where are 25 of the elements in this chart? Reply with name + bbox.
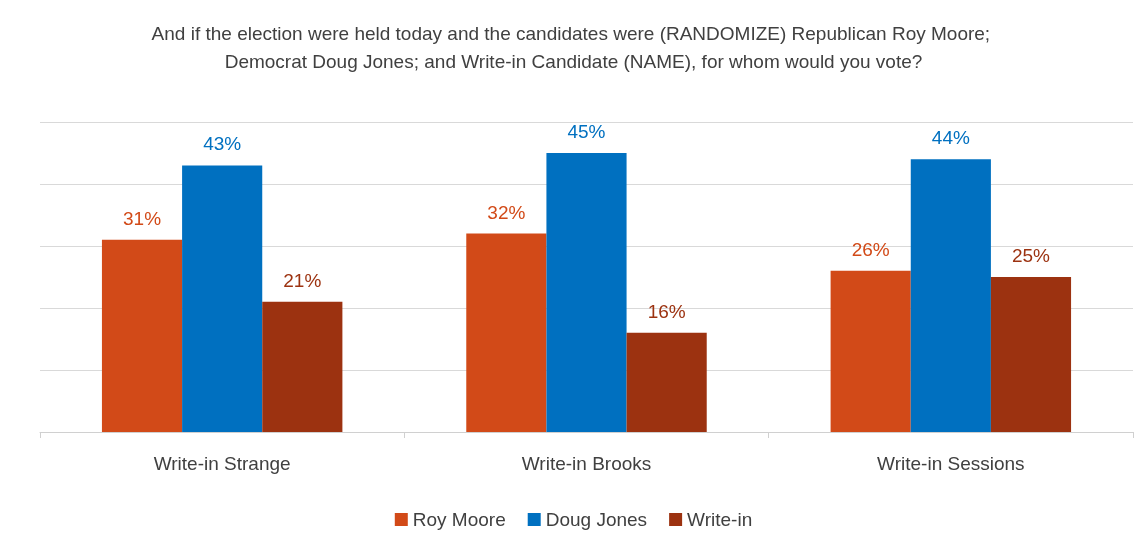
bar bbox=[546, 153, 627, 432]
bar bbox=[626, 332, 707, 432]
bar bbox=[262, 301, 343, 432]
x-tick-label: Write-in Strange bbox=[153, 453, 291, 474]
data-label: 21% bbox=[283, 269, 322, 291]
data-label: 43% bbox=[203, 133, 242, 155]
x-tick-label: Write-in Brooks bbox=[521, 453, 652, 474]
bar bbox=[101, 239, 183, 432]
x-tick-label: Write-in Sessions bbox=[877, 453, 1025, 474]
legend-label: Roy Moore bbox=[412, 509, 506, 530]
chart-title: And if the election were held today and the candidates were (RANDOMIZE) Republican Roy Moore; Democrat Doug Jones; and Write-in Candidate (NAME), for whom would you vote? bbox=[151, 22, 996, 72]
data-label: 16% bbox=[647, 300, 686, 322]
data-label: 45% bbox=[567, 121, 606, 142]
data-label: 26% bbox=[851, 238, 890, 260]
bar bbox=[990, 277, 1072, 432]
legend-label: Doug Jones bbox=[545, 509, 648, 530]
bar bbox=[910, 159, 991, 432]
bar bbox=[182, 165, 263, 432]
legend-label: Write-in bbox=[687, 509, 753, 530]
data-label: 25% bbox=[1011, 245, 1051, 266]
bar bbox=[466, 233, 547, 432]
data-label: 31% bbox=[123, 207, 162, 229]
data-label: 32% bbox=[487, 201, 526, 223]
data-label: 44% bbox=[931, 127, 970, 149]
bar bbox=[830, 270, 911, 432]
